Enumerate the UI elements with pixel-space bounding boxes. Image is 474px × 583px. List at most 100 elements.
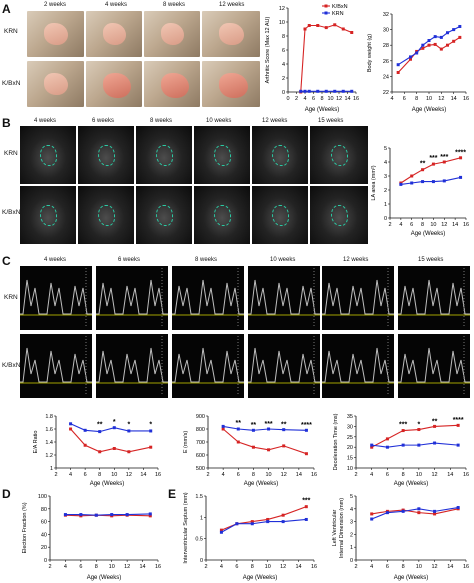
data-point [350,31,354,34]
y-tick-label: 3 [384,174,387,180]
x-tick-label: 16 [463,222,469,228]
y-tick-label: 20 [41,545,47,551]
x-tick-label: 14 [296,564,302,570]
x-tick-label: 16 [463,472,469,478]
week-label-c-3: 8 weeks [195,257,218,263]
data-point [401,509,405,513]
significance-marker: *** [302,497,310,504]
data-point [250,522,254,526]
x-tick-label: 2 [204,564,207,570]
significance-marker: **** [455,149,466,156]
y-tick-label: 20 [347,445,353,451]
x-tick-label: 10 [265,564,271,570]
data-point [236,440,240,444]
series-line-krn [397,25,461,66]
data-point [452,28,456,32]
significance-marker: *** [399,421,407,428]
x-tick-label: 8 [251,564,254,570]
panel-letter-a: A [2,2,11,16]
y-tick-label: 0 [384,216,387,222]
data-point [281,513,285,517]
x-tick-label: 16 [463,564,469,570]
panel-letter-b: B [2,116,11,130]
data-point [341,27,345,31]
chart-body-weight: 4 6 8 10 12 14 16 22 24 26 28 30 32 Age (Weeks) Body w… [367,12,469,113]
y-tick-label: 26 [383,59,389,65]
data-point [385,437,389,441]
x-tick-label: 8 [421,222,424,228]
data-point [266,520,270,524]
doppler-krn-8w [172,266,244,330]
photo-kbxn-4w [86,61,142,107]
y-tick-label: 0 [282,90,285,96]
significance-marker: *** [429,155,437,162]
data-point [98,430,102,434]
photo-krn-12w [202,11,260,57]
significance-marker: * [113,419,116,426]
data-point [350,89,354,93]
y-axis-label: E/A Ratio [33,431,39,454]
week-label-b-3: 8 weeks [150,118,173,124]
data-point [79,513,83,517]
y-tick-label: 35 [347,414,353,420]
significance-marker: * [149,421,152,428]
data-point [148,514,152,518]
week-label-b-6: 15 weeks [318,118,344,124]
significance-marker: * [127,421,130,428]
data-point [370,443,374,447]
y-tick-label: 15 [347,456,353,462]
week-label-a-4: 12 weeks [219,2,245,8]
data-point [415,49,419,53]
x-tick-label: 14 [447,472,453,478]
week-label-b-1: 4 weeks [34,118,57,124]
data-point [421,180,425,184]
echo-kbxn-12w [252,186,308,244]
x-tick-label: 16 [155,472,161,478]
doppler-kbxn-6w [96,334,168,398]
doppler-kbxn-8w [172,334,244,398]
y-axis-label-line2: Internal Dimension (mm) [339,498,345,558]
legend-marker [324,11,328,15]
x-tick-label: 6 [410,222,413,228]
chart-deceleration-time: 2 4 6 8 10 12 14 16 10 15 20 25 30 35 Age (Weeks) Decel… [333,413,469,487]
x-tick-label: 16 [353,96,359,102]
data-point [127,429,131,433]
echo-krn-6w [78,126,134,184]
week-label-b-4: 10 weeks [206,118,232,124]
x-tick-label: 14 [140,472,146,478]
significance-marker: * [417,421,420,428]
x-tick-label: 8 [95,564,98,570]
y-tick-label: 2 [282,76,285,82]
x-tick-label: 8 [415,96,418,102]
y-tick-label: 4 [350,507,353,513]
data-point [396,71,400,74]
series-line-k-bxn [222,428,307,455]
y-tick-label: 4 [384,160,387,166]
data-point [299,89,303,93]
data-point [307,24,311,27]
x-tick-label: 12 [432,472,438,478]
y-tick-label: 1 [350,545,353,551]
data-point [333,23,337,27]
x-tick-label: 6 [312,96,315,102]
data-point [341,89,345,93]
x-tick-label: 14 [451,96,457,102]
data-point [324,89,328,93]
y-tick-label: 30 [347,424,353,430]
significance-marker: ** [432,418,438,425]
x-tick-label: 6 [403,96,406,102]
series-line-krn [70,423,151,433]
data-point [459,156,463,160]
data-point [401,429,405,433]
x-tick-label: 14 [344,96,350,102]
doppler-kbxn-15w [398,334,470,398]
y-tick-label: 3 [350,520,353,526]
data-point [94,513,98,517]
y-tick-label: 32 [383,12,389,18]
series-line-k-bxn [397,36,461,73]
series-line-krn [371,442,459,448]
echo-kbxn-10w [194,186,250,244]
x-tick-label: 4 [222,472,225,478]
series-line-k-bxn [371,508,459,515]
x-axis-label: Age (Weeks) [87,575,122,581]
